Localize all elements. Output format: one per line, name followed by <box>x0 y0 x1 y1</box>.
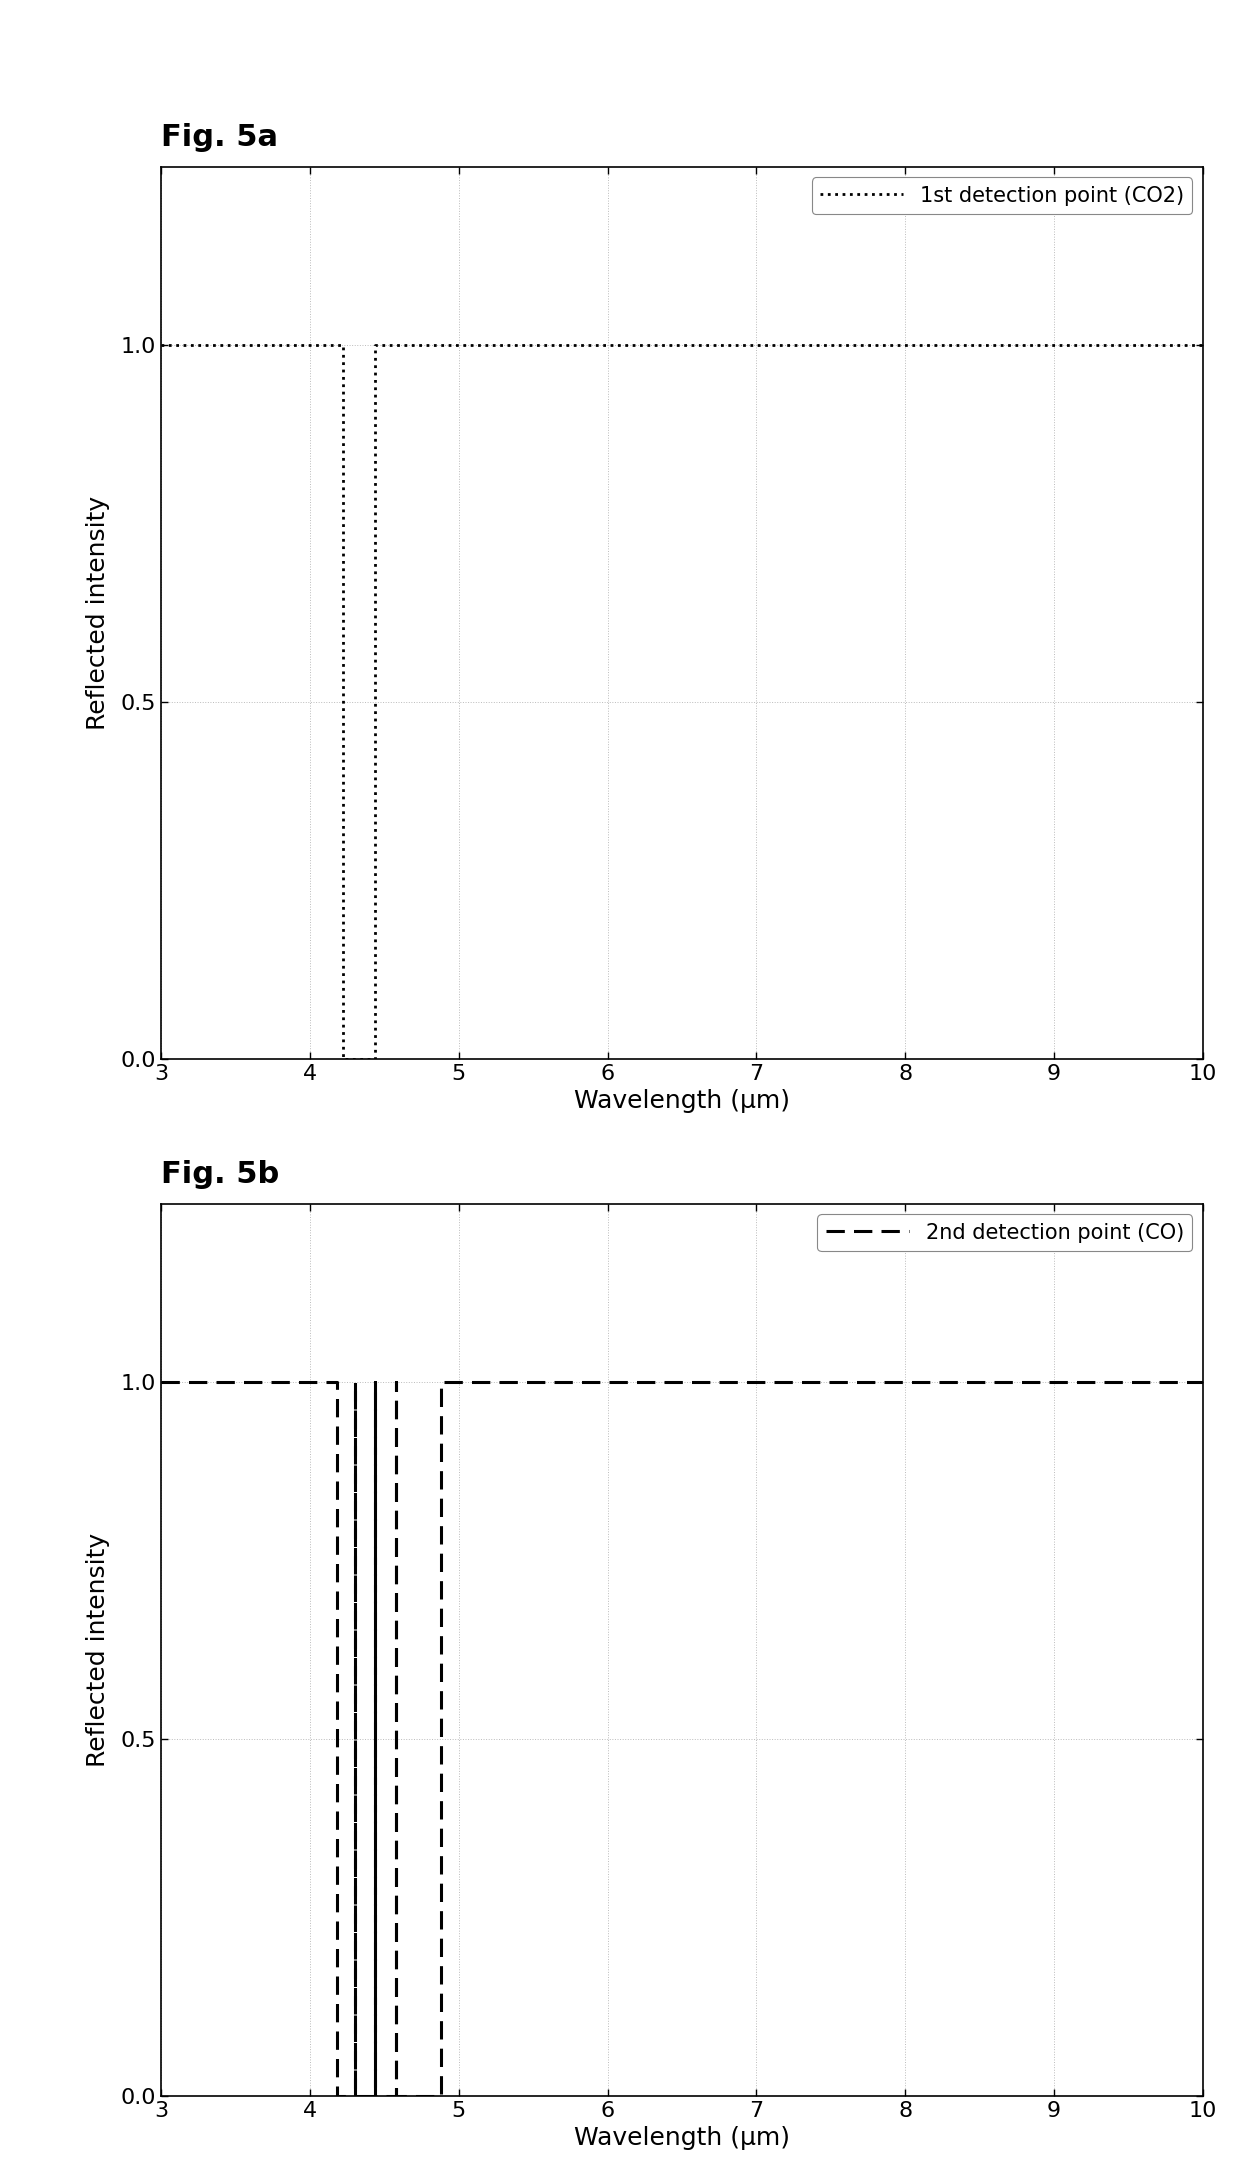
2nd detection point (CO) <box>347 1369 362 1395</box>
Text: Fig. 5a: Fig. 5a <box>161 124 278 153</box>
2nd detection point (CO) <box>434 1369 449 1395</box>
1st detection point (CO2) <box>154 332 169 358</box>
2nd detection point (CO) <box>389 1369 404 1395</box>
2nd detection point (CO) <box>434 1369 449 1395</box>
2nd detection point (CO) <box>368 1369 383 1395</box>
2nd detection point (CO) <box>347 1369 362 1395</box>
2nd detection point (CO) <box>330 1369 345 1395</box>
Line: 1st detection point (CO2): 1st detection point (CO2) <box>161 345 1203 1059</box>
2nd detection point (CO) <box>368 1369 383 1395</box>
2nd detection point (CO) <box>330 1369 345 1395</box>
X-axis label: Wavelength (μm): Wavelength (μm) <box>574 2126 790 2150</box>
Line: 2nd detection point (CO): 2nd detection point (CO) <box>161 1382 1203 2096</box>
Y-axis label: Reflected intensity: Reflected intensity <box>86 496 109 729</box>
2nd detection point (CO) <box>434 2083 449 2109</box>
2nd detection point (CO) <box>368 2083 383 2109</box>
1st detection point (CO2) <box>335 1046 350 1072</box>
2nd detection point (CO) <box>389 2083 404 2109</box>
2nd detection point (CO) <box>389 1369 404 1395</box>
Legend: 2nd detection point (CO): 2nd detection point (CO) <box>817 1214 1193 1251</box>
Legend: 1st detection point (CO2): 1st detection point (CO2) <box>812 177 1193 214</box>
1st detection point (CO2) <box>335 332 350 358</box>
2nd detection point (CO) <box>347 2083 362 2109</box>
2nd detection point (CO) <box>330 2083 345 2109</box>
Text: Fig. 5b: Fig. 5b <box>161 1161 279 1190</box>
1st detection point (CO2) <box>1195 332 1210 358</box>
1st detection point (CO2) <box>368 332 383 358</box>
1st detection point (CO2) <box>368 1046 383 1072</box>
2nd detection point (CO) <box>368 2083 383 2109</box>
2nd detection point (CO) <box>347 2083 362 2109</box>
2nd detection point (CO) <box>154 1369 169 1395</box>
Y-axis label: Reflected intensity: Reflected intensity <box>86 1532 109 1766</box>
2nd detection point (CO) <box>389 2083 404 2109</box>
X-axis label: Wavelength (μm): Wavelength (μm) <box>574 1089 790 1113</box>
2nd detection point (CO) <box>1195 1369 1210 1395</box>
